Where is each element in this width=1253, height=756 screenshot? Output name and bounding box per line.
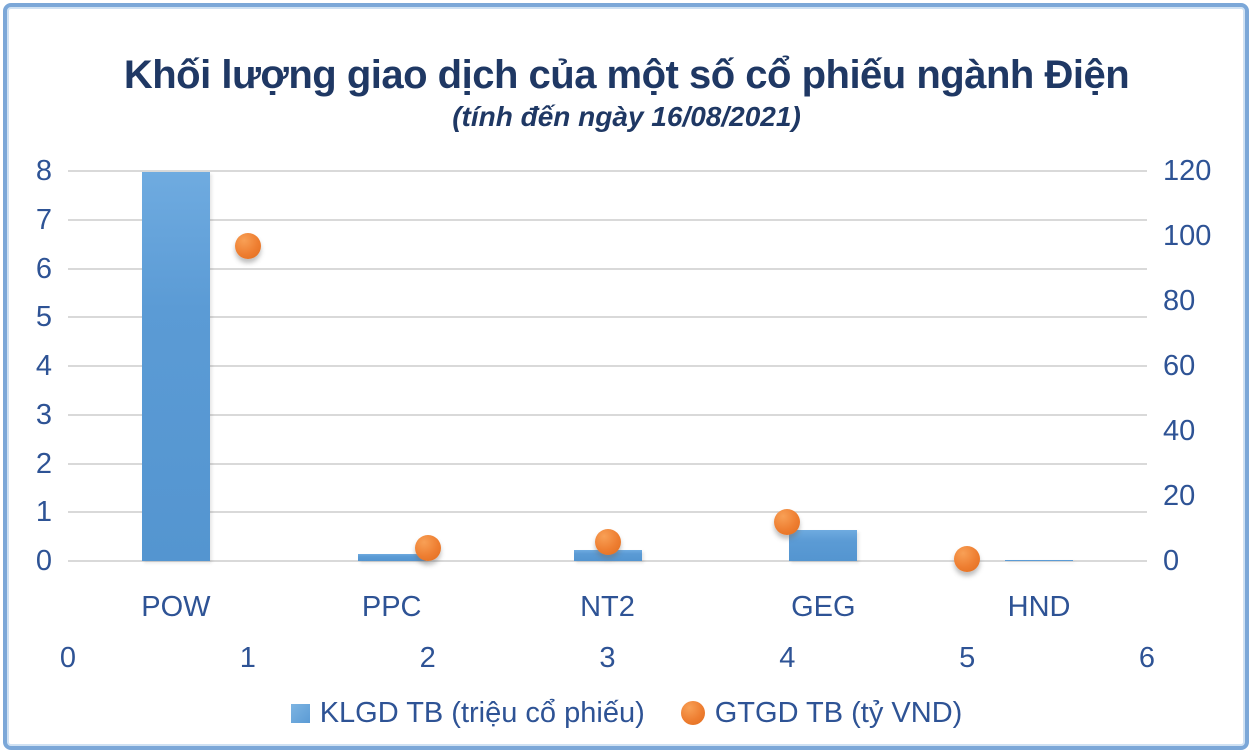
gridline: [68, 413, 1147, 416]
chart-subtitle: (tính đến ngày 16/08/2021): [452, 101, 801, 132]
scatter-dot-PPC: [414, 535, 441, 561]
legend-label: GTGD TB (tỷ VND): [714, 697, 963, 729]
chart-title: Khối lượng giao dịch của một số cổ phiếu…: [123, 53, 1130, 97]
secondary-x-tick-label: 4: [779, 642, 796, 674]
category-label-PPC: PPC: [361, 591, 422, 623]
left-axis-tick-label: 4: [35, 350, 52, 382]
bar-PPC: [357, 553, 426, 561]
left-axis-tick-label: 6: [35, 252, 52, 285]
gridline: [68, 511, 1147, 514]
category-label-HND: HND: [1007, 591, 1071, 623]
left-axis-tick-label: 5: [35, 301, 52, 334]
scatter-dot-POW: [234, 232, 261, 259]
left-axis-tick-label: 2: [35, 447, 52, 480]
gridline: [68, 170, 1147, 172]
left-axis-tick-label: 0: [35, 545, 52, 577]
category-label-POW: POW: [141, 591, 211, 623]
right-axis-tick-label: 80: [1163, 285, 1196, 317]
gridline: [68, 218, 1147, 221]
bar-GEG: [789, 529, 858, 561]
bar-HND: [1005, 560, 1074, 561]
secondary-x-tick-label: 0: [59, 642, 77, 674]
secondary-x-tick-label: 5: [959, 642, 976, 674]
gridline: [68, 560, 1147, 562]
legend-item: GTGD TB (tỷ VND): [680, 696, 963, 730]
secondary-x-tick-label: 2: [419, 642, 436, 674]
left-axis-tick-label: 1: [35, 496, 52, 529]
bar-NT2: [573, 549, 642, 561]
gridline: [68, 365, 1147, 367]
scatter-dot-NT2: [594, 528, 621, 555]
right-axis-tick-label: 100: [1163, 220, 1212, 252]
gridline: [68, 462, 1147, 465]
left-axis-tick-label: 8: [35, 155, 52, 187]
right-axis-tick-label: 20: [1163, 480, 1196, 512]
category-label-NT2: NT2: [580, 591, 635, 623]
scatter-dot-GEG: [774, 509, 801, 535]
right-axis-tick-label: 40: [1163, 415, 1196, 447]
legend: KLGD TB (triệu cổ phiếu) GTGD TB (tỷ VND): [0, 696, 1253, 730]
legend-circle-marker-icon: [680, 701, 705, 725]
bar-POW: [141, 172, 210, 561]
right-axis-tick-label: 60: [1163, 350, 1196, 382]
secondary-x-tick-label: 3: [599, 642, 616, 674]
secondary-x-tick-label: 6: [1138, 642, 1156, 674]
right-axis-tick-label: 0: [1163, 545, 1180, 577]
left-axis-tick-label: 7: [35, 203, 52, 236]
scatter-dot-HND: [954, 546, 981, 573]
secondary-x-tick-label: 1: [239, 642, 256, 674]
gridline: [68, 267, 1147, 270]
right-axis-tick-label: 120: [1163, 155, 1212, 187]
left-axis-tick-label: 3: [35, 398, 52, 431]
gridline: [68, 316, 1147, 319]
category-label-GEG: GEG: [791, 591, 856, 623]
legend-item: KLGD TB (triệu cổ phiếu): [290, 696, 645, 730]
legend-label: KLGD TB (triệu cổ phiếu): [319, 697, 645, 729]
legend-square-marker-icon: [290, 703, 310, 723]
